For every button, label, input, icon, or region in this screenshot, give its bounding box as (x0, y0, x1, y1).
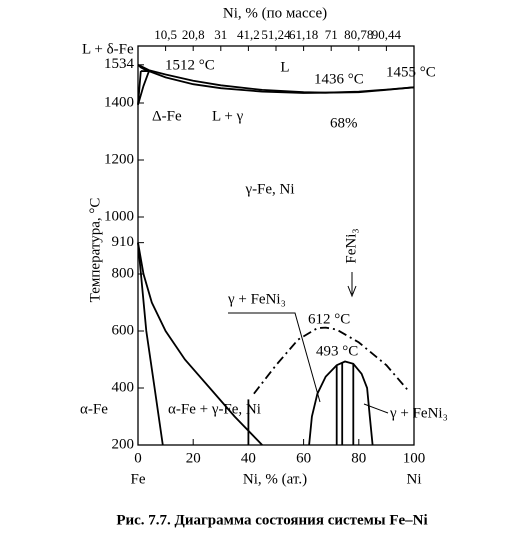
caption: Рис. 7.7. Диаграмма состояния системы Fe… (116, 512, 427, 528)
top-tick-label: 51,24 (261, 27, 291, 42)
top-axis-label: Ni, % (по массе) (223, 5, 327, 21)
y-tick-label: 1000 (104, 208, 134, 224)
y-tick-label: 1534 (104, 56, 135, 72)
top-tick-label: 71 (325, 27, 338, 42)
annotation: L (280, 59, 289, 75)
annotation: 1455 °C (386, 64, 436, 80)
x-end-label: Ni (407, 471, 422, 487)
phase-boundary (148, 70, 415, 94)
top-tick-label: 10,5 (154, 27, 177, 42)
y-tick-label: 200 (112, 436, 135, 452)
phase-boundary (137, 70, 150, 105)
x-tick-label: 80 (351, 450, 366, 466)
phase-boundary (308, 360, 374, 446)
annotation: α-Fe + γ-Fe, Ni (168, 401, 261, 417)
y-tick-label: 1200 (104, 151, 134, 167)
y-axis-label: Температура, °C (87, 198, 103, 303)
y-tick-label: 400 (112, 379, 135, 395)
phase-boundary (137, 71, 142, 105)
annotation: 1436 °C (314, 71, 364, 87)
phase-boundary (253, 326, 410, 395)
annotation: L + δ-Fe (82, 41, 134, 57)
top-tick-label: 80,78 (344, 27, 373, 42)
leader-line (363, 403, 389, 414)
top-tick-label: 31 (214, 27, 227, 42)
annotation: L + γ (212, 108, 244, 124)
annotation: FeNi₃ (343, 228, 359, 263)
y-tick-label: 600 (112, 322, 135, 338)
annotation: Δ-Fe (152, 108, 182, 124)
top-tick-label: 61,18 (289, 27, 318, 42)
plot-frame (137, 45, 415, 446)
x-axis-label: Ni, % (ат.) (243, 471, 307, 487)
y-tick-label: 1400 (104, 94, 134, 110)
annotation: 68% (330, 115, 358, 131)
top-tick-label: 41,2 (237, 27, 260, 42)
phase-boundary (137, 242, 164, 446)
phase-boundary (137, 242, 263, 446)
top-tick-label: 90,44 (372, 27, 402, 42)
y-tick-label: 910 (112, 234, 135, 250)
x-tick-label: 0 (134, 450, 142, 466)
annotation: 612 °C (308, 311, 350, 327)
x-tick-label: 20 (186, 450, 201, 466)
annotation: 493 °C (316, 343, 358, 359)
annotation: γ + FeNi₃ (389, 405, 448, 421)
annotation: α-Fe (80, 401, 108, 417)
top-tick-label: 20,8 (182, 27, 205, 42)
annotation: γ-Fe, Ni (244, 181, 294, 197)
x-tick-label: 60 (296, 450, 311, 466)
x-tick-label: 100 (403, 450, 426, 466)
x-end-label: Fe (131, 471, 146, 487)
annotation: 1512 °C (165, 57, 215, 73)
x-tick-label: 40 (241, 450, 256, 466)
phase-boundary (137, 64, 149, 72)
y-tick-label: 800 (112, 265, 135, 281)
annotation: γ + FeNi₃ (227, 291, 286, 307)
leader-line (228, 312, 321, 403)
arrow (347, 272, 357, 298)
